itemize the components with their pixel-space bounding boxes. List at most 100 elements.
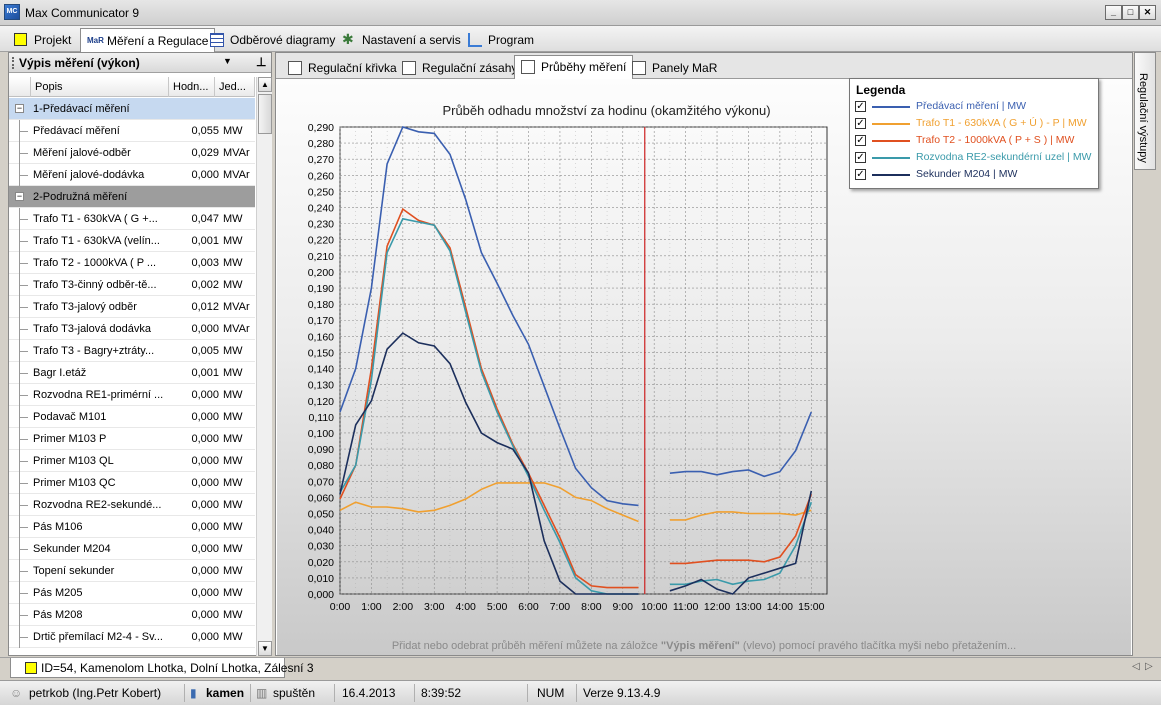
column-header-unit[interactable]: Jed... <box>215 77 255 97</box>
y-tick-label: 0,070 <box>308 476 334 488</box>
scroll-right-icon[interactable]: ▷ <box>1145 661 1153 672</box>
legend-item[interactable]: ✓ Rozvodna RE2-sekundérní uzel | MW <box>854 150 1098 166</box>
row-value: 0,001 <box>191 235 219 247</box>
table-row[interactable]: Trafo T2 - 1000kVA ( P ... 0,003 MW <box>9 252 255 274</box>
column-header-value[interactable]: Hodn... <box>169 77 215 97</box>
x-tick-label: 13:00 <box>735 601 761 613</box>
table-row[interactable]: Trafo T3-jalová dodávka 0,000 MVAr <box>9 318 255 340</box>
tree-line <box>19 208 31 230</box>
y-tick-label: 0,230 <box>308 219 334 231</box>
table-row[interactable]: Bagr I.etáž 0,001 MW <box>9 362 255 384</box>
tree-line <box>19 252 31 274</box>
row-unit: MW <box>223 609 243 621</box>
y-tick-label: 0,120 <box>308 396 334 408</box>
legend-checkbox[interactable]: ✓ <box>855 135 866 146</box>
y-tick-label: 0,060 <box>308 492 334 504</box>
row-name: Topení sekunder <box>33 565 115 577</box>
table-row[interactable]: Předávací měření 0,055 MW <box>9 120 255 142</box>
row-unit: MVAr <box>223 323 250 335</box>
x-tick-label: 4:00 <box>455 601 476 613</box>
table-row[interactable]: Trafo T1 - 630kVA (velín... 0,001 MW <box>9 230 255 252</box>
row-name: Sekunder M204 <box>33 543 111 555</box>
row-unit: MW <box>223 411 243 423</box>
legend-item[interactable]: ✓ Trafo T1 - 630kVA ( G + Ú ) - P | MW <box>854 116 1098 132</box>
tab-mereni-a-regulace[interactable]: MaR Měření a Regulace <box>80 28 216 52</box>
table-row[interactable]: Primer M103 QC 0,000 MW <box>9 472 255 494</box>
tab-program[interactable]: Program <box>462 28 540 52</box>
tree-line <box>19 340 31 362</box>
legend-line-swatch <box>872 174 910 176</box>
scroll-thumb[interactable] <box>258 94 272 134</box>
tab-regulacni-krivka[interactable]: Regulační křivka <box>282 57 403 79</box>
tree-line <box>19 472 31 494</box>
tab-nastaveni-a-servis[interactable]: ✱ Nastavení a servis <box>336 28 467 52</box>
tab-regulacni-vystupy[interactable]: Regulační výstupy <box>1134 52 1156 170</box>
table-row[interactable]: Měření jalové-odběr 0,029 MVAr <box>9 142 255 164</box>
x-tick-label: 0:00 <box>330 601 351 613</box>
legend-checkbox[interactable]: ✓ <box>855 169 866 180</box>
tab-prubehy-mereni[interactable]: Průběhy měření <box>514 55 634 80</box>
y-tick-label: 0,110 <box>309 412 335 424</box>
legend-checkbox[interactable]: ✓ <box>855 152 866 163</box>
row-name: Trafo T3-jalová dodávka <box>33 323 152 335</box>
legend-item[interactable]: ✓ Trafo T2 - 1000kVA ( P + S ) | MW <box>854 133 1098 149</box>
column-header-name[interactable]: Popis <box>31 77 169 97</box>
row-unit: MW <box>223 279 243 291</box>
table-row[interactable]: Rozvodna RE1-primérní ... 0,000 MW <box>9 384 255 406</box>
scroll-left-icon[interactable]: ◁ <box>1132 661 1140 672</box>
x-tick-label: 5:00 <box>487 601 508 613</box>
table-row[interactable]: Trafo T3-činný odběr-tě... 0,002 MW <box>9 274 255 296</box>
legend-item[interactable]: ✓ Sekunder M204 | MW <box>854 167 1098 183</box>
table-row[interactable]: Pás M205 0,000 MW <box>9 582 255 604</box>
tab-odberove-diagramy[interactable]: Odběrové diagramy <box>204 28 341 52</box>
pin-icon[interactable]: ⊥ <box>256 55 267 69</box>
table-row[interactable]: Pás M106 0,000 MW <box>9 516 255 538</box>
table-row[interactable]: Pás M208 0,000 MW <box>9 604 255 626</box>
table-row[interactable]: Sekunder M204 0,000 MW <box>9 538 255 560</box>
tab-regulacni-zasahy[interactable]: Regulační zásahy <box>396 57 523 79</box>
series-line <box>339 126 639 507</box>
legend-line-swatch <box>872 123 910 125</box>
tab-projekt[interactable]: Projekt <box>8 28 77 52</box>
y-tick-label: 0,210 <box>308 251 334 263</box>
legend-checkbox[interactable]: ✓ <box>855 118 866 129</box>
y-tick-label: 0,100 <box>308 428 334 440</box>
table-row[interactable]: Měření jalové-dodávka 0,000 MVAr <box>9 164 255 186</box>
table-row[interactable]: Trafo T3 - Bagry+ztráty... 0,005 MW <box>9 340 255 362</box>
scroll-up-icon[interactable]: ▲ <box>258 77 272 92</box>
row-value: 0,047 <box>191 213 219 225</box>
collapse-toggle-icon[interactable]: − <box>15 191 24 201</box>
row-name: Pás M205 <box>33 587 83 599</box>
y-tick-label: 0,260 <box>308 170 334 182</box>
close-button[interactable]: ✕ <box>1139 5 1156 20</box>
collapse-toggle-icon[interactable]: − <box>15 103 24 113</box>
dropdown-arrow-icon[interactable]: ▼ <box>223 56 232 66</box>
table-row[interactable]: Trafo T1 - 630kVA ( G +... 0,047 MW <box>9 208 255 230</box>
group-row[interactable]: −2-Podružná měření <box>9 186 255 208</box>
project-tab[interactable]: ID=54, Kamenolom Lhotka, Dolní Lhotka, Z… <box>10 658 314 678</box>
table-row[interactable]: Primer M103 P 0,000 MW <box>9 428 255 450</box>
series-line <box>669 411 813 478</box>
vertical-scrollbar[interactable]: ▲ ▼ <box>256 77 272 656</box>
grid-icon <box>210 33 224 47</box>
table-row[interactable]: Trafo T3-jalový odběr 0,012 MVAr <box>9 296 255 318</box>
panel-header[interactable]: Výpis měření (výkon) ▼ ⊥ <box>9 53 271 73</box>
scroll-down-icon[interactable]: ▼ <box>258 641 272 656</box>
project-label: ID=54, Kamenolom Lhotka, Dolní Lhotka, Z… <box>41 661 314 675</box>
tree-line <box>19 230 31 252</box>
tab-label: Regulační zásahy <box>422 61 518 75</box>
maximize-button[interactable]: □ <box>1122 5 1139 20</box>
table-row[interactable]: Rozvodna RE2-sekundé... 0,000 MW <box>9 494 255 516</box>
table-row[interactable]: Podavač M101 0,000 MW <box>9 406 255 428</box>
x-tick-label: 2:00 <box>393 601 414 613</box>
minimize-button[interactable]: _ <box>1105 5 1122 20</box>
table-row[interactable]: Drtič přemílací M2-4 - Sv... 0,000 MW <box>9 626 255 648</box>
table-row[interactable]: Topení sekunder 0,000 MW <box>9 560 255 582</box>
legend-item[interactable]: ✓ Předávací měření | MW <box>854 99 1098 115</box>
legend-checkbox[interactable]: ✓ <box>855 101 866 112</box>
row-value: 0,012 <box>191 301 219 313</box>
table-row[interactable]: Primer M103 QL 0,000 MW <box>9 450 255 472</box>
group-row[interactable]: −1-Předávací měření <box>9 98 255 120</box>
tab-panely-mar[interactable]: Panely MaR <box>626 57 723 79</box>
series-line <box>339 482 639 523</box>
